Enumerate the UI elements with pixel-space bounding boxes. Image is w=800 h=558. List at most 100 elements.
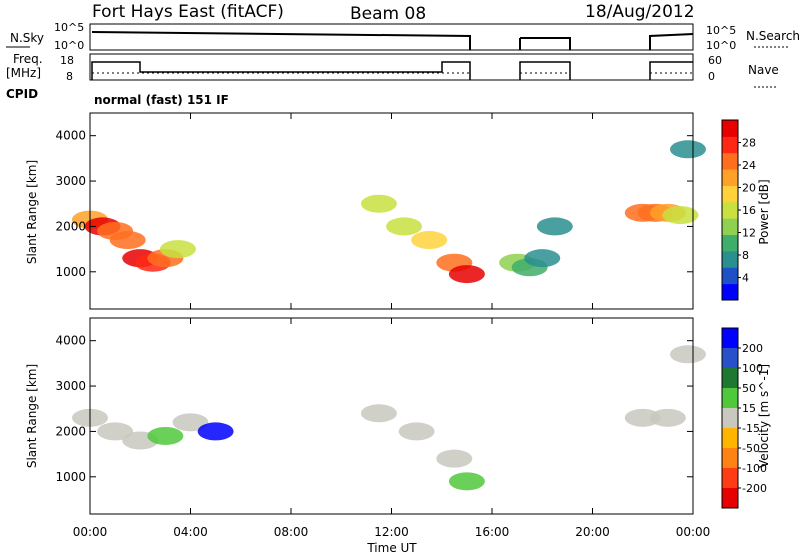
power-data [72, 140, 706, 284]
colorbar-tick-label: -100 [742, 462, 767, 475]
colorbar-swatch [722, 201, 738, 219]
colorbar-tick-label: 100 [742, 362, 763, 375]
colorbar-swatch [722, 152, 738, 170]
data-cell [669, 345, 706, 364]
colorbar-frame [721, 327, 739, 509]
colorbar-swatch [722, 388, 738, 409]
data-cell [649, 408, 686, 427]
data-cell [197, 422, 234, 441]
colorbar-tick-label: 12 [742, 227, 756, 240]
freq-label: Freq. [13, 52, 43, 66]
nave-label: Nave [748, 63, 779, 77]
colorbar-swatch [722, 488, 738, 509]
date-title: 18/Aug/2012 [585, 2, 695, 22]
power-colorbar: 4 8 12 16 20 24 28 [721, 119, 756, 301]
velocity-colorbar: 200 100 50 15 -15 -50 -100 -200 [721, 327, 767, 509]
colorbar-swatch [722, 234, 738, 252]
colorbar-swatch [722, 468, 738, 489]
colorbar-tick-label: 20 [742, 182, 756, 195]
data-cell [159, 240, 196, 259]
nsearch-tick-top: 10^5 [706, 24, 736, 37]
colorbar-swatch [722, 448, 738, 469]
power-ylabel: Slant Range [km] [25, 160, 39, 264]
velocity-colorbar-label: Velocity [m s^-1] [757, 364, 771, 468]
y-tick-label: 4000 [55, 334, 86, 348]
power-y-axis: 1000 2000 3000 4000 [55, 113, 694, 309]
data-cell [436, 449, 473, 468]
data-cell [669, 140, 706, 159]
colorbar-swatch [722, 368, 738, 389]
x-tick-label: 04:00 [173, 525, 208, 539]
colorbar-tick-label: 16 [742, 204, 756, 217]
data-cell [360, 194, 397, 213]
y-tick-label: 4000 [55, 129, 86, 143]
time-x-axis: 00:00 04:00 08:00 12:00 16:00 20:00 00:00 [73, 318, 711, 539]
nsearch-tick-bottom: 10^0 [706, 39, 736, 52]
nsky-line [91, 31, 694, 50]
nsky-label: N.Sky [10, 31, 44, 45]
colorbar-tick-label: 4 [742, 272, 749, 285]
nave-tick-bottom: 0 [708, 70, 715, 83]
velocity-panel: 1000 2000 3000 4000 00:00 04:00 08:00 12:00 16:… [25, 317, 711, 555]
freq-tick-top: 18 [60, 54, 74, 67]
colorbar-tick-label: 28 [742, 137, 756, 150]
y-tick-label: 2000 [55, 424, 86, 438]
y-tick-label: 2000 [55, 219, 86, 233]
colorbar-swatch [722, 328, 738, 349]
data-cell [536, 217, 573, 236]
x-tick-label: 16:00 [475, 525, 510, 539]
power-colorbar-label: Power [dB] [757, 179, 771, 244]
colorbar-swatch [722, 185, 738, 203]
y-tick-label: 1000 [55, 265, 86, 279]
data-cell [448, 265, 485, 284]
colorbar-tick-label: 15 [742, 402, 756, 415]
nave-tick-top: 60 [708, 54, 722, 67]
colorbar-swatch [722, 136, 738, 154]
x-tick-label: 12:00 [374, 525, 409, 539]
nsky-frame [89, 23, 694, 51]
x-tick-label: 20:00 [575, 525, 610, 539]
colorbar-tick-label: -50 [742, 442, 760, 455]
y-tick-label: 3000 [55, 379, 86, 393]
freq-panel: Freq. [MHz] 18 8 60 0 Nave [6, 52, 779, 88]
x-tick-label: 08:00 [274, 525, 309, 539]
data-cell [411, 231, 448, 250]
colorbar-tick-label: 8 [742, 249, 749, 262]
data-cell [524, 249, 561, 268]
freq-frame [89, 53, 694, 81]
data-cell [662, 206, 699, 225]
nsky-panel: N.Sky 10^5 10^0 10^5 10^0 N.Search [6, 21, 800, 52]
freq-tick-bottom: 8 [66, 70, 73, 83]
nsky-tick-bottom: 10^0 [54, 39, 84, 52]
data-cell [172, 413, 209, 432]
colorbar-swatch [722, 283, 738, 301]
cpid-text: normal (fast) 151 IF [94, 93, 229, 107]
colorbar-swatch [722, 348, 738, 369]
colorbar-swatch [722, 408, 738, 429]
colorbar-swatch [722, 267, 738, 285]
freq-unit-label: [MHz] [6, 66, 41, 80]
x-tick-label: 00:00 [676, 525, 711, 539]
nsearch-label: N.Search [746, 29, 800, 43]
radar-title: Fort Hays East (fitACF) [92, 2, 284, 22]
freq-line [91, 61, 693, 80]
y-tick-label: 1000 [55, 470, 86, 484]
colorbar-swatch [722, 120, 738, 137]
data-cell [147, 426, 184, 445]
nsky-tick-top: 10^5 [54, 21, 84, 34]
colorbar-tick-label: 24 [742, 159, 756, 172]
colorbar-swatch [722, 250, 738, 268]
data-cell [109, 231, 146, 250]
colorbar-tick-label: 50 [742, 382, 756, 395]
beam-title: Beam 08 [350, 4, 426, 24]
data-cell [97, 422, 134, 441]
colorbar-tick-label: -15 [742, 422, 760, 435]
nsky-trace [91, 31, 694, 50]
velocity-y-axis: 1000 2000 3000 4000 [55, 334, 693, 484]
data-cell [398, 422, 435, 441]
velocity-ylabel: Slant Range [km] [25, 364, 39, 468]
colorbar-swatch [722, 428, 738, 449]
data-cell [448, 472, 485, 491]
